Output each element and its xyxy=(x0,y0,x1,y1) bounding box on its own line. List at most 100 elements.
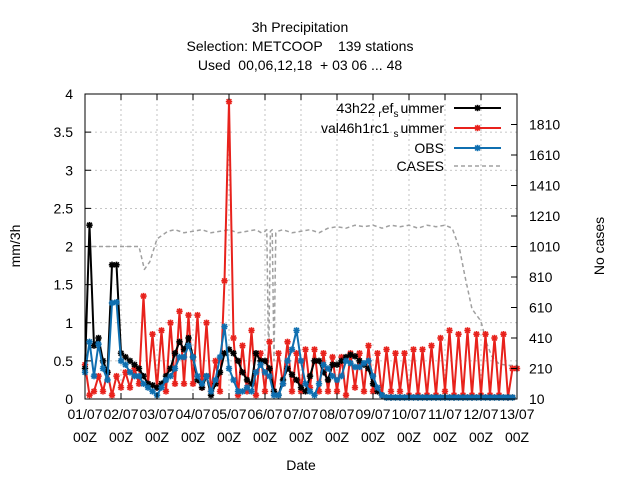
data-point xyxy=(320,350,327,357)
x-tick-label-hour: 00Z xyxy=(505,429,530,445)
data-point xyxy=(194,311,201,319)
y-tick-label: 2.5 xyxy=(54,200,74,216)
y2-tick-label: 810 xyxy=(529,269,553,285)
legend-ref-name: 43h22 xyxy=(336,100,375,116)
data-point xyxy=(279,380,287,387)
data-point xyxy=(365,342,372,349)
data-point xyxy=(171,380,179,387)
data-point xyxy=(86,391,93,399)
data-point xyxy=(230,376,237,384)
y2-axis-label: No cases xyxy=(591,217,607,275)
y-tick-label: 3 xyxy=(65,162,73,178)
data-point xyxy=(149,330,156,338)
data-point xyxy=(117,357,125,365)
data-point xyxy=(122,361,129,368)
y-tick-label: 0.5 xyxy=(54,353,74,369)
y2-tick-label: 1810 xyxy=(529,117,560,133)
data-point xyxy=(167,319,174,326)
y2-tick-label: 10 xyxy=(529,391,545,407)
data-point xyxy=(378,391,386,399)
data-point xyxy=(342,391,350,399)
data-point xyxy=(315,357,323,365)
data-point xyxy=(99,388,107,395)
data-point xyxy=(158,327,165,334)
data-point xyxy=(338,357,345,365)
data-point xyxy=(347,359,354,367)
data-point xyxy=(482,330,489,338)
x-tick-label-date: 03/07 xyxy=(139,406,174,422)
data-point xyxy=(261,357,269,365)
data-point xyxy=(86,221,93,229)
data-point xyxy=(473,330,480,338)
data-point xyxy=(284,357,291,365)
x-tick-label-date: 06/07 xyxy=(247,406,282,422)
data-point xyxy=(387,388,395,395)
x-tick-label-date: 12/07 xyxy=(463,406,498,422)
data-point xyxy=(297,357,305,365)
data-point xyxy=(90,388,98,395)
data-point xyxy=(437,334,444,342)
data-point xyxy=(356,363,363,371)
x-tick-label-date: 05/07 xyxy=(211,406,246,422)
data-point xyxy=(162,388,170,395)
legend-val-name: val46h1rc1 xyxy=(321,120,390,136)
data-point xyxy=(140,380,147,387)
y2-tick-label: 1010 xyxy=(529,239,560,255)
legend-label-cases: CASES xyxy=(397,158,444,174)
data-point xyxy=(180,353,188,361)
data-point xyxy=(419,346,426,353)
data-point xyxy=(86,338,93,346)
legend-sample-marker xyxy=(474,124,481,132)
data-point xyxy=(239,388,246,395)
x-tick-label-hour: 00Z xyxy=(289,429,314,445)
data-point xyxy=(252,391,260,399)
data-point xyxy=(266,365,273,372)
x-tick-label-date: 01/07 xyxy=(67,406,102,422)
data-point xyxy=(356,350,363,357)
data-point xyxy=(464,327,471,334)
data-point xyxy=(275,391,282,399)
data-point xyxy=(275,350,282,357)
x-tick-label-date: 10/07 xyxy=(391,406,426,422)
legend-val-tail: ummer xyxy=(400,120,444,136)
x-tick-label-date: 04/07 xyxy=(175,406,210,422)
data-point xyxy=(185,334,192,342)
data-point xyxy=(149,388,156,395)
data-point xyxy=(288,371,296,378)
x-tick-label-date: 02/07 xyxy=(103,406,138,422)
data-point xyxy=(351,353,359,360)
data-point xyxy=(311,346,318,353)
data-point xyxy=(329,372,336,380)
data-point xyxy=(374,384,381,391)
data-point xyxy=(455,330,462,338)
data-point xyxy=(239,369,246,376)
x-tick-label-hour: 00Z xyxy=(361,429,386,445)
data-point xyxy=(239,342,246,349)
data-point xyxy=(108,261,116,268)
data-point xyxy=(176,353,183,361)
x-axis-label: Date xyxy=(286,457,316,473)
data-point xyxy=(203,319,210,326)
data-point xyxy=(293,376,300,384)
y2-tick-label: 1410 xyxy=(529,178,560,194)
x-tick-label-hour: 00Z xyxy=(73,429,98,445)
data-point xyxy=(135,372,143,380)
data-point xyxy=(185,342,192,349)
data-point xyxy=(104,376,111,384)
grid xyxy=(85,94,517,399)
data-point xyxy=(144,384,152,391)
data-point xyxy=(338,372,345,380)
data-point xyxy=(333,361,341,368)
data-point xyxy=(306,372,314,380)
data-point xyxy=(230,350,237,357)
title-line-3: Used 00,06,12,18 + 03 06 ... 48 xyxy=(198,57,403,73)
data-point xyxy=(189,353,197,361)
x-tick-label-hour: 00Z xyxy=(469,429,494,445)
data-point xyxy=(288,388,296,395)
data-point xyxy=(95,340,102,348)
legend-label-obs: OBS xyxy=(414,140,444,156)
data-point xyxy=(234,357,242,365)
y-tick-label: 2 xyxy=(65,239,73,255)
y-tick-label: 4 xyxy=(65,86,73,102)
